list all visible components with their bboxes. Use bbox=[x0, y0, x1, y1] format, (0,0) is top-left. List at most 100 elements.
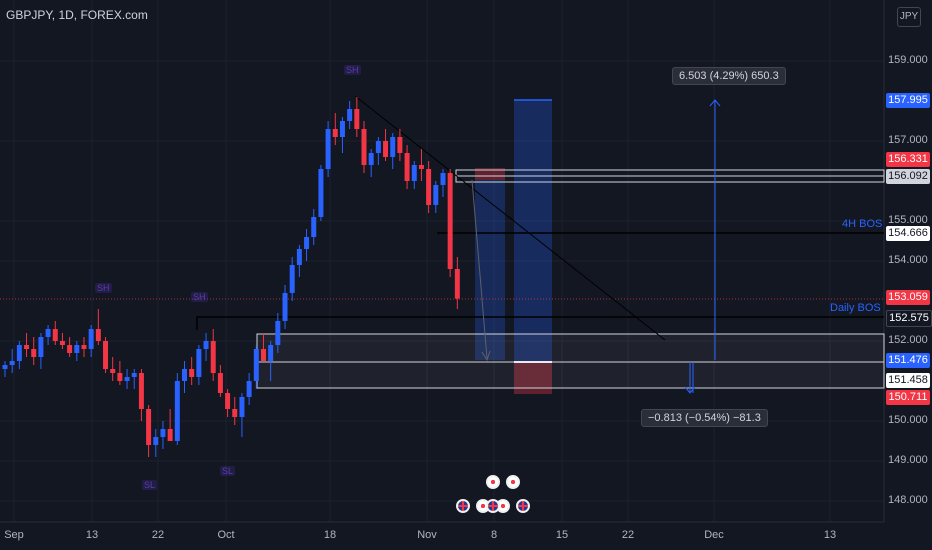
candle-body bbox=[383, 141, 389, 157]
gbp-flag-icon[interactable] bbox=[516, 499, 530, 513]
swing-low-label: SL bbox=[142, 480, 158, 490]
candle-body bbox=[174, 381, 180, 441]
candle bbox=[81, 337, 87, 357]
price-tick-label: 157.000 bbox=[888, 134, 928, 146]
candle-body bbox=[411, 165, 417, 181]
candle bbox=[404, 145, 410, 189]
currency-button[interactable]: JPY bbox=[897, 7, 921, 27]
candle-body bbox=[304, 237, 310, 249]
candle bbox=[318, 165, 324, 221]
candle-body bbox=[275, 321, 281, 345]
candle-body bbox=[59, 341, 65, 345]
event-flag-icon[interactable] bbox=[486, 475, 500, 489]
candle-body bbox=[426, 169, 432, 205]
candle-body bbox=[153, 437, 159, 445]
time-tick-label: 13 bbox=[85, 529, 99, 541]
candle bbox=[260, 333, 266, 361]
time-tick-label: Nov bbox=[417, 529, 437, 541]
candle-body bbox=[397, 137, 403, 153]
candle-body bbox=[138, 373, 144, 409]
candle-body bbox=[45, 329, 51, 337]
candle-body bbox=[117, 373, 123, 381]
demand-zone bbox=[256, 333, 885, 389]
bos-daily-line bbox=[196, 316, 884, 330]
time-tick-label: Sep bbox=[4, 529, 24, 541]
candle-body bbox=[253, 349, 259, 381]
candle bbox=[225, 389, 231, 417]
candle-body bbox=[289, 265, 295, 293]
symbol-title[interactable]: GBPJPY, 1D, FOREX.com bbox=[6, 8, 148, 22]
time-tick-label: 8 bbox=[490, 529, 498, 541]
time-tick-label: 22 bbox=[151, 529, 165, 541]
price-badge-z1: 151.476 bbox=[886, 353, 930, 368]
candle bbox=[347, 101, 353, 129]
candle bbox=[16, 341, 22, 369]
candles bbox=[2, 97, 460, 457]
swing-high-label: SH bbox=[191, 292, 208, 302]
candle bbox=[52, 321, 58, 345]
event-flag-icon[interactable] bbox=[506, 475, 520, 489]
candle bbox=[31, 337, 37, 365]
candle-body bbox=[404, 153, 410, 181]
candle-body bbox=[246, 381, 252, 397]
candle bbox=[74, 341, 80, 361]
candle-body bbox=[418, 165, 424, 169]
candle bbox=[361, 121, 367, 173]
candle-body bbox=[354, 109, 360, 129]
price-badge-r1: 156.331 bbox=[886, 152, 930, 167]
candle bbox=[167, 409, 173, 441]
candle-body bbox=[2, 365, 8, 369]
price-badge-bosd: 152.575 bbox=[886, 310, 932, 327]
candle bbox=[88, 325, 94, 357]
projection-arrow-head bbox=[481, 350, 491, 362]
candle bbox=[67, 337, 73, 357]
candle bbox=[311, 209, 317, 245]
candle bbox=[411, 161, 417, 189]
measure-down-label: −0.813 (−0.54%) −81.3 bbox=[641, 409, 768, 427]
time-tick-label: Oct bbox=[217, 529, 235, 541]
candle-body bbox=[217, 373, 223, 393]
candle bbox=[160, 421, 166, 449]
candle-body bbox=[103, 341, 109, 369]
candle bbox=[45, 325, 51, 345]
time-tick-label: 15 bbox=[555, 529, 569, 541]
candle bbox=[418, 149, 424, 181]
candle-body bbox=[160, 429, 166, 437]
gbp-flag-icon[interactable] bbox=[456, 499, 470, 513]
candle-body bbox=[440, 173, 446, 185]
swing-low-label: SL bbox=[220, 466, 236, 476]
measure-up-head bbox=[709, 99, 721, 107]
candle bbox=[196, 345, 202, 385]
candle-body bbox=[110, 369, 116, 373]
price-tick-label: 149.000 bbox=[888, 454, 928, 466]
candle-body bbox=[268, 345, 274, 361]
candle-body bbox=[16, 345, 22, 361]
stop-zone bbox=[514, 362, 552, 394]
candle-body bbox=[361, 129, 367, 165]
candle-body bbox=[95, 329, 101, 341]
price-tick-label: 159.000 bbox=[888, 54, 928, 66]
candle-body bbox=[296, 249, 302, 265]
candle bbox=[38, 333, 44, 369]
swing-high-label: SH bbox=[95, 283, 112, 293]
candle-body bbox=[225, 393, 231, 409]
swing-high-label: SH bbox=[344, 65, 361, 75]
candle bbox=[203, 333, 209, 361]
candle bbox=[354, 97, 360, 137]
candle-body bbox=[260, 349, 266, 361]
candle bbox=[95, 309, 101, 345]
candle bbox=[2, 361, 8, 377]
candle-body bbox=[88, 329, 94, 349]
price-badge-z2: 151.458 bbox=[886, 373, 930, 388]
gbp-flag-icon[interactable] bbox=[486, 499, 500, 513]
candle-body bbox=[375, 141, 381, 153]
candle bbox=[368, 149, 374, 177]
candle bbox=[217, 365, 223, 397]
price-badge-last: 153.059 bbox=[886, 290, 930, 305]
candle bbox=[153, 429, 159, 457]
candle-body bbox=[454, 269, 460, 299]
candle-body bbox=[52, 329, 58, 341]
candle bbox=[454, 257, 460, 309]
candle bbox=[182, 361, 187, 393]
